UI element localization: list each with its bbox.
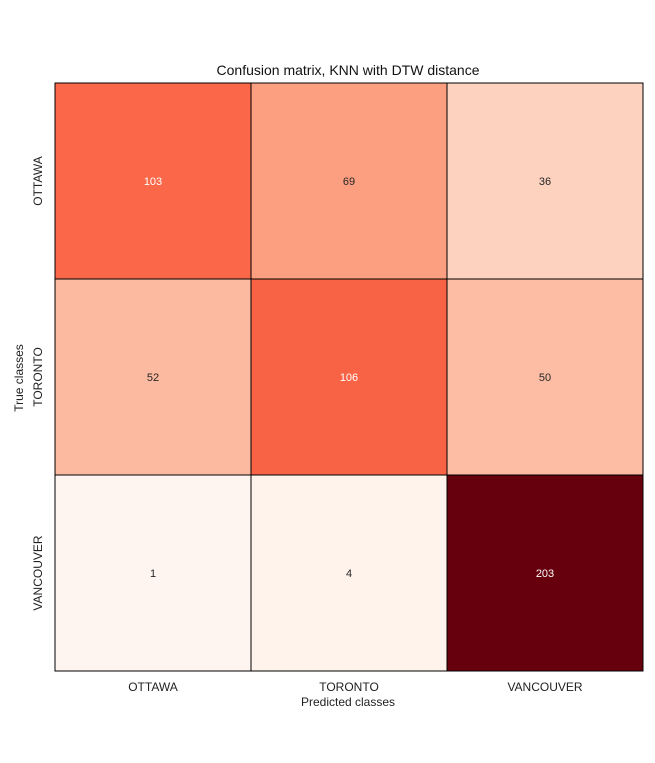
cell-value-label: 203 [536, 568, 554, 580]
cell-value-label: 52 [147, 372, 159, 384]
cell-value-label: 36 [539, 176, 551, 188]
y-tick-label-toronto: TORONTO [31, 347, 45, 407]
heatmap-cells: 103 69 36 52 106 50 1 4 203 [54, 82, 644, 672]
heatmap-cell-ottawa-toronto [250, 82, 448, 280]
heatmap-cell-vancouver-vancouver [446, 474, 644, 672]
y-tick-labels: OTTAWA TORONTO VANCOUVER [31, 156, 45, 610]
heatmap-cell-toronto-vancouver [446, 278, 644, 476]
x-tick-label-toronto: TORONTO [319, 680, 379, 694]
y-tick-label-vancouver: VANCOUVER [31, 535, 45, 610]
chart-title: Confusion matrix, KNN with DTW distance [217, 62, 480, 78]
x-tick-labels: OTTAWA TORONTO VANCOUVER [128, 680, 583, 694]
cell-value-label: 69 [343, 176, 355, 188]
y-tick-label-ottawa: OTTAWA [31, 156, 45, 206]
heatmap-cell-ottawa-vancouver [446, 82, 644, 280]
heatmap-cell-vancouver-ottawa [54, 474, 252, 672]
x-tick-label-vancouver: VANCOUVER [507, 680, 582, 694]
heatmap-cell-vancouver-toronto [250, 474, 448, 672]
heatmap-cell-toronto-ottawa [54, 278, 252, 476]
y-axis-label: True classes [12, 344, 26, 412]
cell-value-label: 106 [340, 372, 358, 384]
cell-value-label: 50 [539, 372, 551, 384]
heatmap-cell-toronto-toronto [250, 278, 448, 476]
cell-value-label: 103 [144, 176, 162, 188]
x-axis-label: Predicted classes [301, 695, 395, 709]
heatmap-cell-ottawa-ottawa [54, 82, 252, 280]
cell-value-label: 4 [346, 568, 352, 580]
cell-value-label: 1 [150, 568, 156, 580]
x-tick-label-ottawa: OTTAWA [128, 680, 178, 694]
